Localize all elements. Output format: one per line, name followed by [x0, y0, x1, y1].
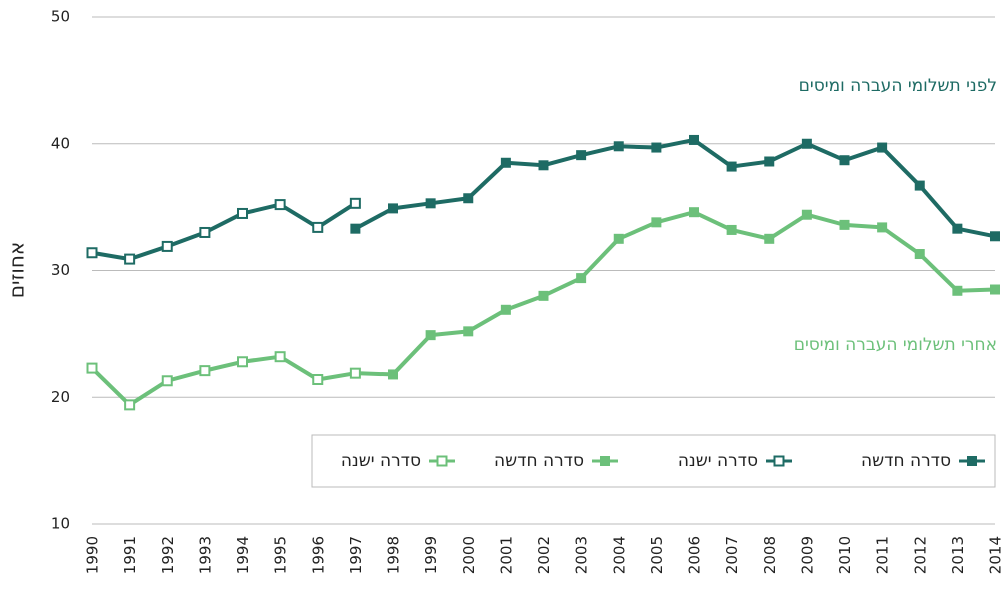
data-point [990, 231, 1000, 242]
data-point [199, 365, 211, 377]
data-point [274, 199, 286, 211]
data-point [538, 290, 549, 301]
legend-marker [436, 455, 448, 467]
data-point [990, 284, 1000, 295]
data-point [801, 138, 812, 149]
data-point [689, 207, 699, 218]
data-point [349, 367, 361, 379]
data-point [86, 247, 98, 259]
data-point [124, 253, 136, 265]
series-line [90, 354, 356, 407]
x-tick-label: 2000 [460, 536, 478, 574]
legend-marker [600, 456, 610, 466]
data-point [237, 207, 248, 219]
x-tick-label: 2002 [535, 536, 553, 574]
data-point [877, 222, 888, 233]
legend-marker [773, 455, 785, 467]
data-point [274, 351, 286, 363]
data-point [689, 134, 699, 145]
data-point [500, 304, 511, 315]
data-point [952, 223, 963, 234]
legend-marker [967, 456, 977, 466]
y-tick-label: 10 [51, 515, 70, 533]
data-point [914, 249, 925, 260]
data-point [764, 233, 775, 244]
data-point [86, 362, 98, 374]
annotation: לפני תשלומי העברה ומיסים [799, 76, 997, 96]
data-point [839, 155, 850, 166]
x-tick-label: 2004 [610, 536, 628, 574]
x-tick-label: 2013 [949, 536, 967, 574]
y-tick-label: 40 [51, 134, 70, 152]
x-tick-label: 1995 [272, 536, 290, 574]
x-tick-label: 1991 [121, 536, 139, 574]
x-tick-label: 2011 [874, 536, 892, 574]
data-point [388, 369, 398, 380]
data-point [726, 161, 737, 172]
data-point [349, 197, 361, 209]
data-point [914, 180, 925, 191]
data-point [726, 224, 737, 235]
x-tick-label: 2009 [798, 536, 816, 574]
x-tick-label: 1994 [234, 536, 252, 574]
data-point [839, 219, 850, 230]
data-point [651, 217, 662, 228]
y-tick-label: 50 [51, 8, 70, 26]
x-tick-label: 1992 [159, 536, 177, 574]
data-point [161, 240, 173, 252]
data-point [312, 374, 324, 386]
data-point [161, 375, 173, 387]
data-point [425, 198, 436, 209]
y-axis-label: אחוזים [5, 242, 29, 299]
data-point [613, 233, 624, 244]
x-tick-label: 2008 [761, 536, 779, 574]
data-point [124, 399, 136, 411]
data-point [877, 142, 888, 153]
x-tick-label: 1998 [385, 536, 403, 574]
data-point [764, 156, 775, 167]
x-tick-label: 1996 [309, 536, 327, 574]
data-point [425, 330, 436, 341]
x-tick-label: 2007 [723, 536, 741, 574]
data-point [312, 221, 324, 233]
y-tick-label: 30 [51, 261, 70, 279]
x-tick-label: 2014 [987, 536, 1003, 574]
data-point [350, 223, 361, 234]
x-tick-label: 2001 [497, 536, 515, 574]
x-tick-label: 1999 [422, 536, 440, 574]
legend-label: סדרה ישנה [341, 451, 421, 471]
legend-label: סדרה חדשה [494, 451, 584, 471]
data-point [237, 356, 248, 368]
y-tick-label: 20 [51, 388, 70, 406]
x-tick-label: 2006 [686, 536, 704, 574]
series-line [354, 137, 996, 239]
series-line [91, 201, 357, 262]
annotation: אחרי תשלומי העברה ומיסים [794, 335, 997, 355]
legend-box [311, 434, 996, 488]
data-point [801, 209, 812, 220]
x-tick-label: 2005 [648, 536, 666, 574]
data-point [538, 160, 549, 171]
data-point [576, 150, 587, 161]
data-point [500, 157, 511, 168]
data-point [613, 141, 624, 152]
data-point [651, 142, 662, 153]
legend-label: סדרה חדשה [861, 451, 951, 471]
x-tick-label: 1990 [84, 536, 102, 574]
data-point [952, 285, 963, 296]
data-point [463, 326, 474, 337]
x-tick-label: 1993 [196, 536, 214, 574]
data-point [388, 203, 398, 214]
series-line [355, 210, 996, 377]
data-point [199, 226, 211, 238]
x-tick-label: 2010 [836, 536, 854, 574]
data-point [463, 193, 474, 204]
legend-label: סדרה ישנה [678, 451, 758, 471]
x-tick-label: 2003 [573, 536, 591, 574]
x-tick-label: 2012 [911, 536, 929, 574]
data-point [576, 273, 587, 284]
x-tick-label: 1997 [347, 536, 365, 574]
